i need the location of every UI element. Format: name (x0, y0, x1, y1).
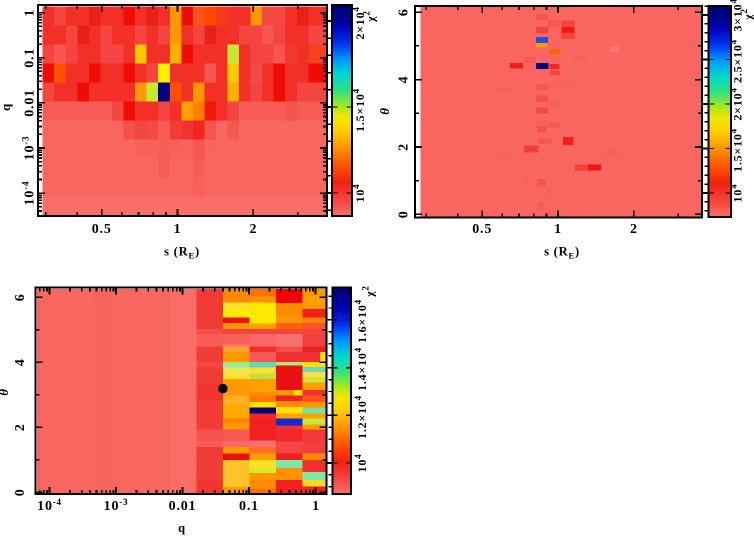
svg-text:4: 4 (13, 358, 28, 366)
svg-text:0.1: 0.1 (239, 499, 259, 514)
svg-text:4: 4 (396, 76, 411, 84)
svg-text:1: 1 (554, 222, 562, 237)
svg-text:0.5: 0.5 (472, 222, 492, 237)
svg-text:1.6×104: 1.6×104 (353, 299, 369, 343)
svg-text:s (RE): s (RE) (164, 245, 200, 261)
svg-text:0.1: 0.1 (23, 48, 38, 68)
svg-text:6: 6 (396, 8, 411, 16)
svg-text:6: 6 (13, 293, 28, 301)
svg-text:0.01: 0.01 (23, 89, 38, 117)
svg-text:0: 0 (13, 488, 28, 496)
svg-text:1.4×104: 1.4×104 (353, 347, 369, 391)
svg-text:2×104: 2×104 (351, 6, 367, 39)
svg-text:3×104: 3×104 (729, 0, 745, 32)
svg-text:0.5: 0.5 (92, 222, 112, 237)
svg-text:1.2×104: 1.2×104 (353, 395, 369, 439)
svg-text:q: q (178, 521, 186, 535)
svg-text:2: 2 (13, 423, 28, 431)
svg-text:θ: θ (0, 388, 11, 396)
svg-text:q: q (0, 103, 13, 111)
svg-text:0: 0 (396, 210, 411, 218)
svg-text:1: 1 (174, 222, 182, 237)
svg-text:s (RE): s (RE) (544, 245, 580, 261)
svg-text:0.01: 0.01 (169, 499, 197, 514)
svg-text:1.5×104: 1.5×104 (729, 128, 745, 172)
svg-text:1: 1 (312, 499, 320, 514)
svg-text:2: 2 (630, 222, 638, 237)
svg-text:1.5×104: 1.5×104 (351, 88, 367, 132)
svg-text:2: 2 (249, 222, 257, 237)
svg-text:2.5×104: 2.5×104 (729, 39, 745, 83)
svg-text:θ: θ (377, 107, 392, 115)
svg-text:1: 1 (23, 9, 38, 17)
svg-text:2×104: 2×104 (729, 87, 745, 120)
svg-text:2: 2 (396, 143, 411, 151)
